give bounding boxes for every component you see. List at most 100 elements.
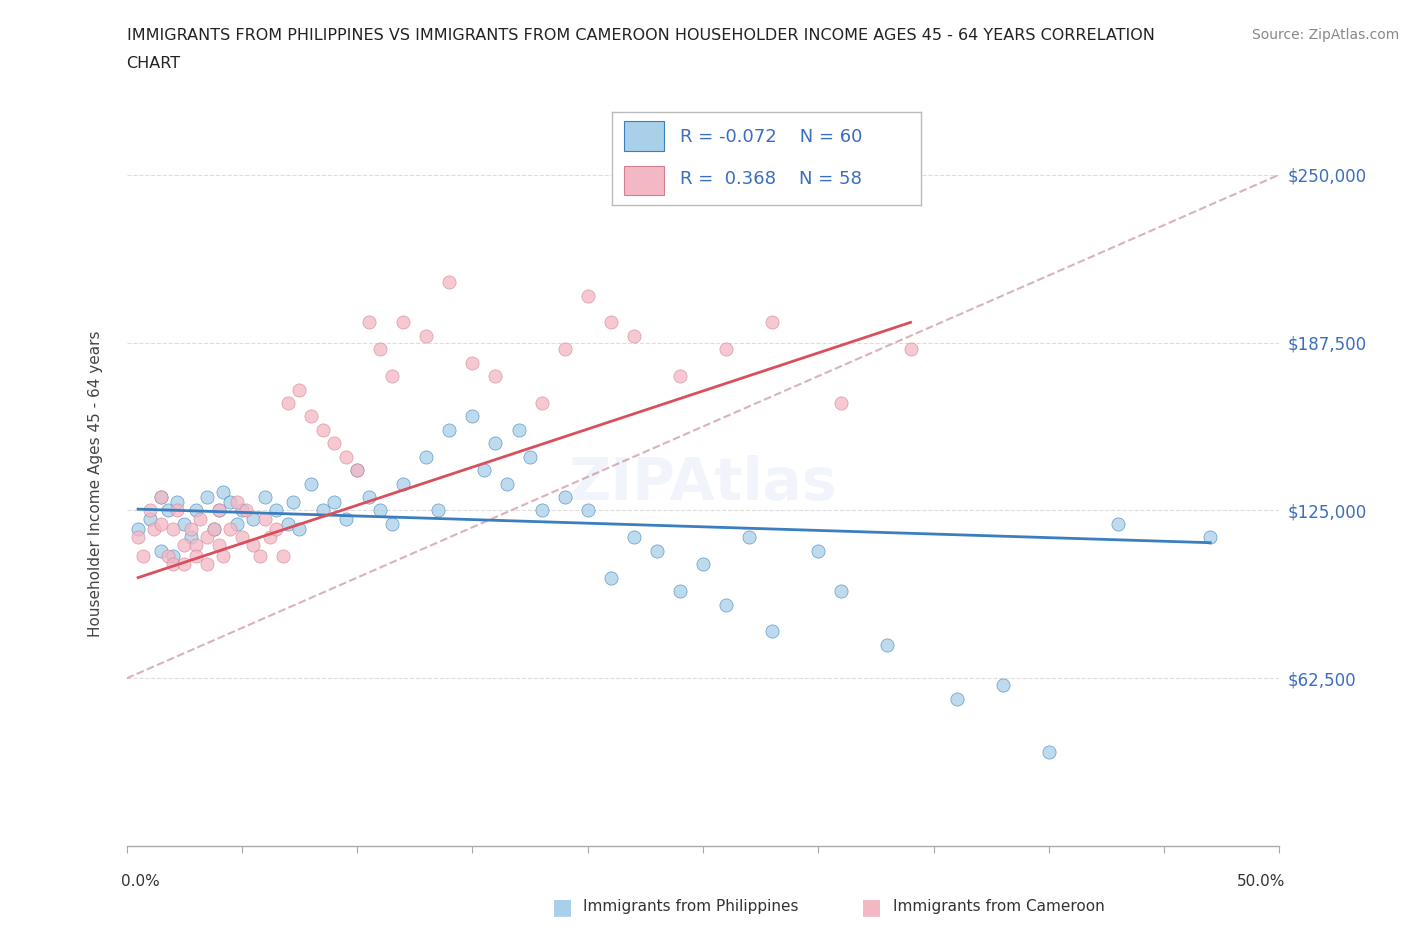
- Point: [195, 557, 218, 572]
- Point: [669, 584, 692, 599]
- Point: [368, 503, 391, 518]
- Bar: [624, 121, 664, 151]
- Point: [761, 624, 783, 639]
- Point: [623, 328, 645, 343]
- Point: [212, 549, 235, 564]
- Point: [576, 288, 599, 303]
- Point: [991, 678, 1014, 693]
- Point: [554, 489, 576, 504]
- Point: [138, 512, 160, 526]
- Point: [392, 476, 415, 491]
- Point: [173, 516, 195, 531]
- Point: [461, 409, 484, 424]
- Point: [157, 549, 180, 564]
- Point: [150, 489, 173, 504]
- Point: [415, 449, 437, 464]
- Point: [143, 522, 166, 537]
- Point: [281, 495, 304, 510]
- Point: [235, 503, 257, 518]
- Point: [231, 530, 253, 545]
- Point: [472, 463, 495, 478]
- Point: [714, 597, 737, 612]
- Point: [253, 512, 276, 526]
- Point: [208, 503, 231, 518]
- Point: [807, 543, 830, 558]
- Bar: [624, 166, 664, 195]
- Y-axis label: Householder Income Ages 45 - 64 years: Householder Income Ages 45 - 64 years: [89, 330, 103, 637]
- Point: [311, 422, 333, 437]
- Point: [184, 503, 207, 518]
- Point: [131, 549, 153, 564]
- Point: [299, 476, 322, 491]
- Text: 50.0%: 50.0%: [1237, 874, 1285, 889]
- Point: [180, 530, 202, 545]
- Point: [231, 503, 253, 518]
- Point: [714, 342, 737, 357]
- Text: ■: ■: [862, 897, 882, 917]
- Point: [346, 463, 368, 478]
- Point: [508, 422, 530, 437]
- Point: [162, 557, 184, 572]
- Point: [692, 557, 714, 572]
- Point: [127, 522, 149, 537]
- Point: [249, 549, 271, 564]
- Point: [439, 422, 461, 437]
- Point: [357, 315, 380, 330]
- Point: [876, 637, 898, 652]
- Point: [335, 449, 357, 464]
- Point: [381, 516, 404, 531]
- Point: [830, 584, 852, 599]
- Point: [599, 315, 621, 330]
- Point: [1107, 516, 1129, 531]
- Point: [623, 530, 645, 545]
- Point: [208, 538, 231, 552]
- Point: [496, 476, 519, 491]
- Point: [266, 503, 288, 518]
- Point: [599, 570, 621, 585]
- Point: [346, 463, 368, 478]
- Text: CHART: CHART: [127, 56, 180, 71]
- Point: [761, 315, 783, 330]
- Point: [669, 368, 692, 383]
- Point: [219, 522, 242, 537]
- Point: [484, 368, 506, 383]
- Point: [576, 503, 599, 518]
- Point: [426, 503, 449, 518]
- Text: Immigrants from Cameroon: Immigrants from Cameroon: [893, 899, 1105, 914]
- Point: [184, 549, 207, 564]
- Point: [277, 395, 299, 410]
- Point: [208, 503, 231, 518]
- Text: Source: ZipAtlas.com: Source: ZipAtlas.com: [1251, 28, 1399, 42]
- Point: [830, 395, 852, 410]
- Point: [202, 522, 225, 537]
- Text: IMMIGRANTS FROM PHILIPPINES VS IMMIGRANTS FROM CAMEROON HOUSEHOLDER INCOME AGES : IMMIGRANTS FROM PHILIPPINES VS IMMIGRANT…: [127, 28, 1154, 43]
- Point: [157, 503, 180, 518]
- Point: [323, 495, 346, 510]
- Point: [266, 522, 288, 537]
- Point: [173, 557, 195, 572]
- Point: [323, 436, 346, 451]
- Point: [188, 512, 211, 526]
- Point: [508, 73, 530, 88]
- Point: [162, 549, 184, 564]
- Text: R =  0.368    N = 58: R = 0.368 N = 58: [679, 169, 862, 188]
- Point: [357, 489, 380, 504]
- Point: [299, 409, 322, 424]
- Point: [150, 489, 173, 504]
- Point: [138, 503, 160, 518]
- Point: [212, 485, 235, 499]
- Text: ■: ■: [553, 897, 572, 917]
- Point: [392, 315, 415, 330]
- Point: [335, 512, 357, 526]
- Point: [461, 355, 484, 370]
- Point: [645, 543, 668, 558]
- Point: [166, 495, 188, 510]
- Point: [273, 549, 295, 564]
- Point: [311, 503, 333, 518]
- Point: [900, 342, 922, 357]
- Point: [530, 395, 553, 410]
- Text: R = -0.072    N = 60: R = -0.072 N = 60: [679, 127, 862, 146]
- Point: [180, 522, 202, 537]
- Point: [277, 516, 299, 531]
- Point: [127, 530, 149, 545]
